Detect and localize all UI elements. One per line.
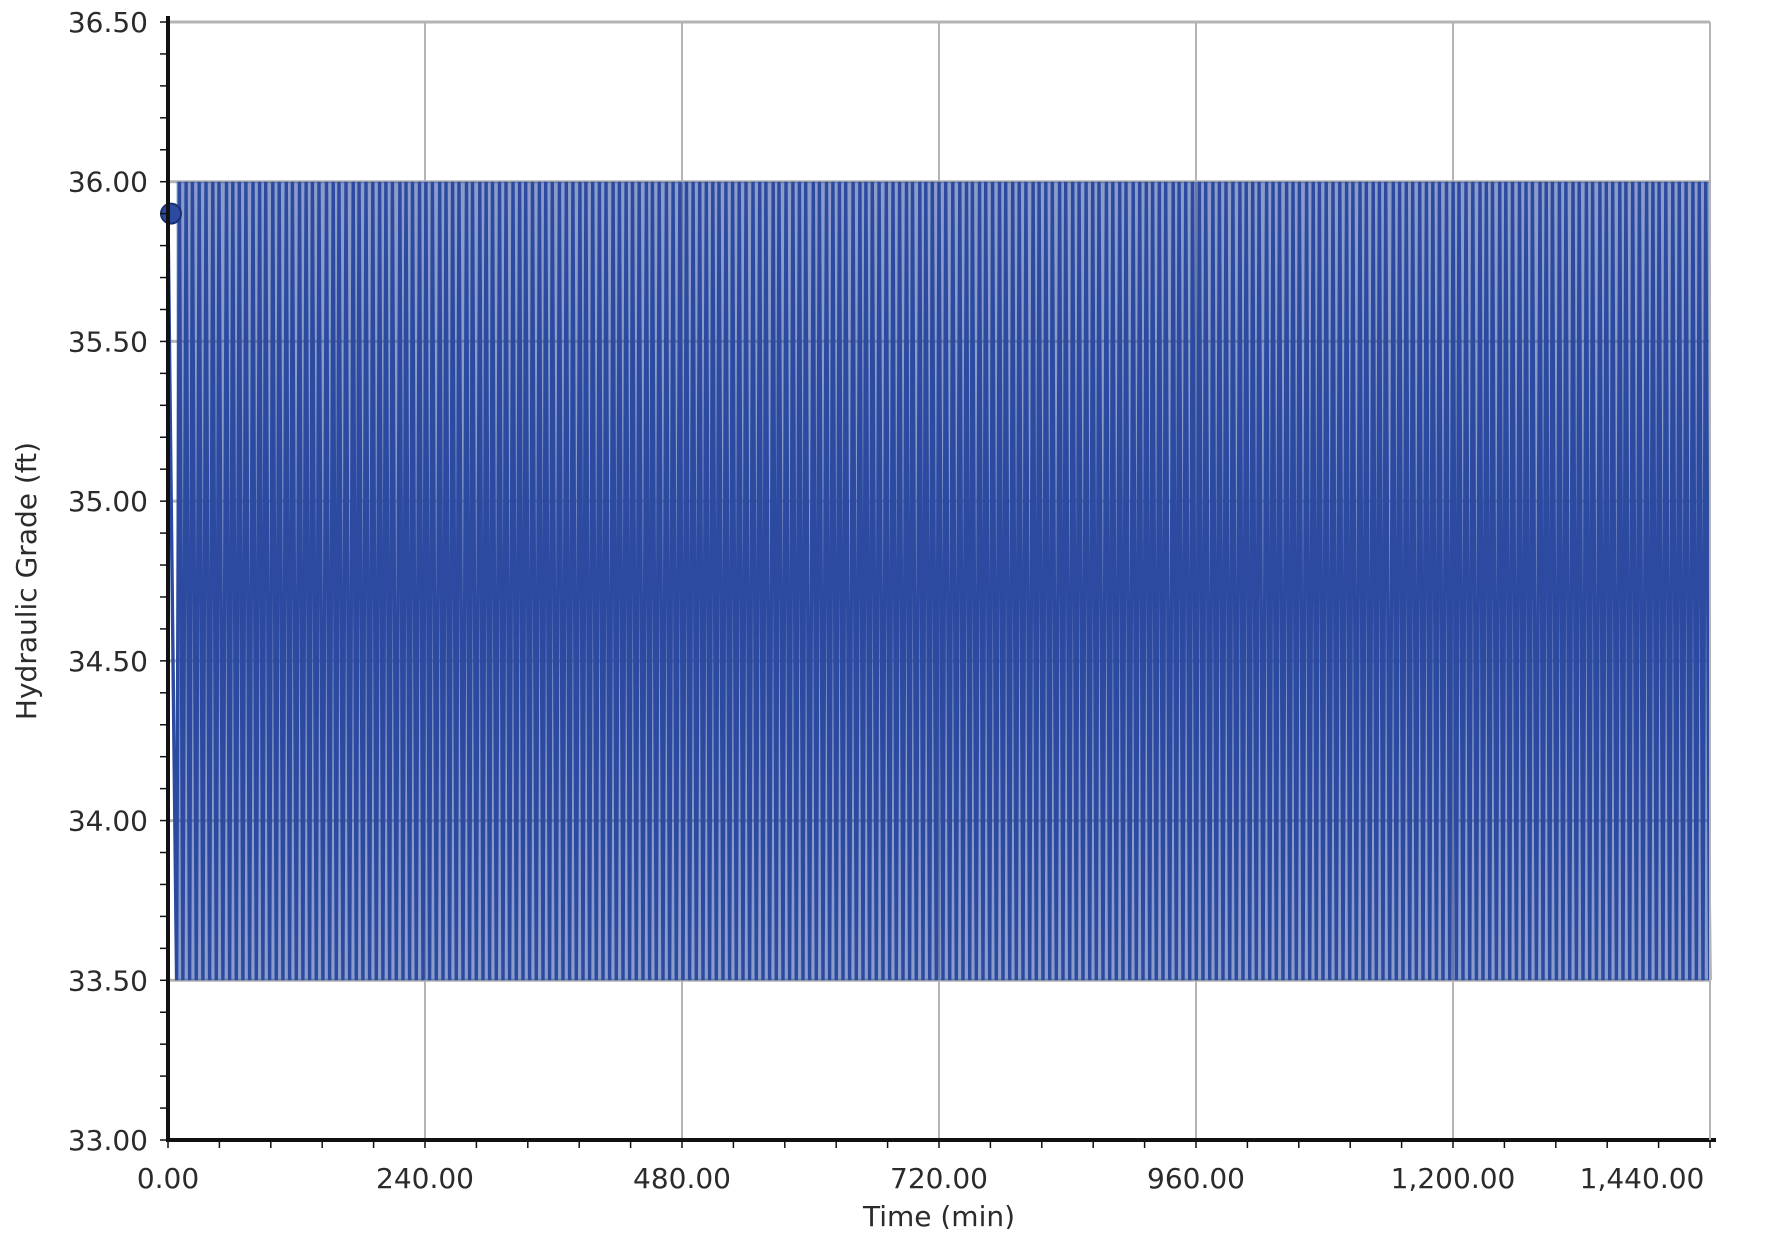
y-tick-label: 33.00 [68,1124,148,1157]
y-tick-label: 35.00 [68,485,148,518]
tick-label-layer: 33.00 33.50 34.00 34.50 35.00 35.50 36.00 36.50… [68,6,1705,1195]
x-tick-label: 720.00 [890,1162,988,1195]
y-tick-label: 34.00 [68,805,148,838]
x-tick-label: 480.00 [633,1162,731,1195]
y-tick-label: 33.50 [68,964,148,997]
axis-layer [160,16,1716,1148]
x-tick-label: 240.00 [376,1162,474,1195]
x-tick-label: 0.00 [137,1162,199,1195]
x-tick-label: 960.00 [1147,1162,1245,1195]
x-tick-label: 1,200.00 [1391,1162,1516,1195]
y-axis-title: Hydraulic Grade (ft) [10,442,43,720]
y-tick-label: 36.50 [68,6,148,39]
y-tick-label: 34.50 [68,645,148,678]
series-density-band [176,181,1711,981]
y-tick-label: 35.50 [68,325,148,358]
y-tick-label: 36.00 [68,166,148,199]
series-layer [160,181,1712,981]
x-tick-label: 1,440.00 [1580,1162,1705,1195]
x-axis-title: Time (min) [862,1200,1015,1229]
